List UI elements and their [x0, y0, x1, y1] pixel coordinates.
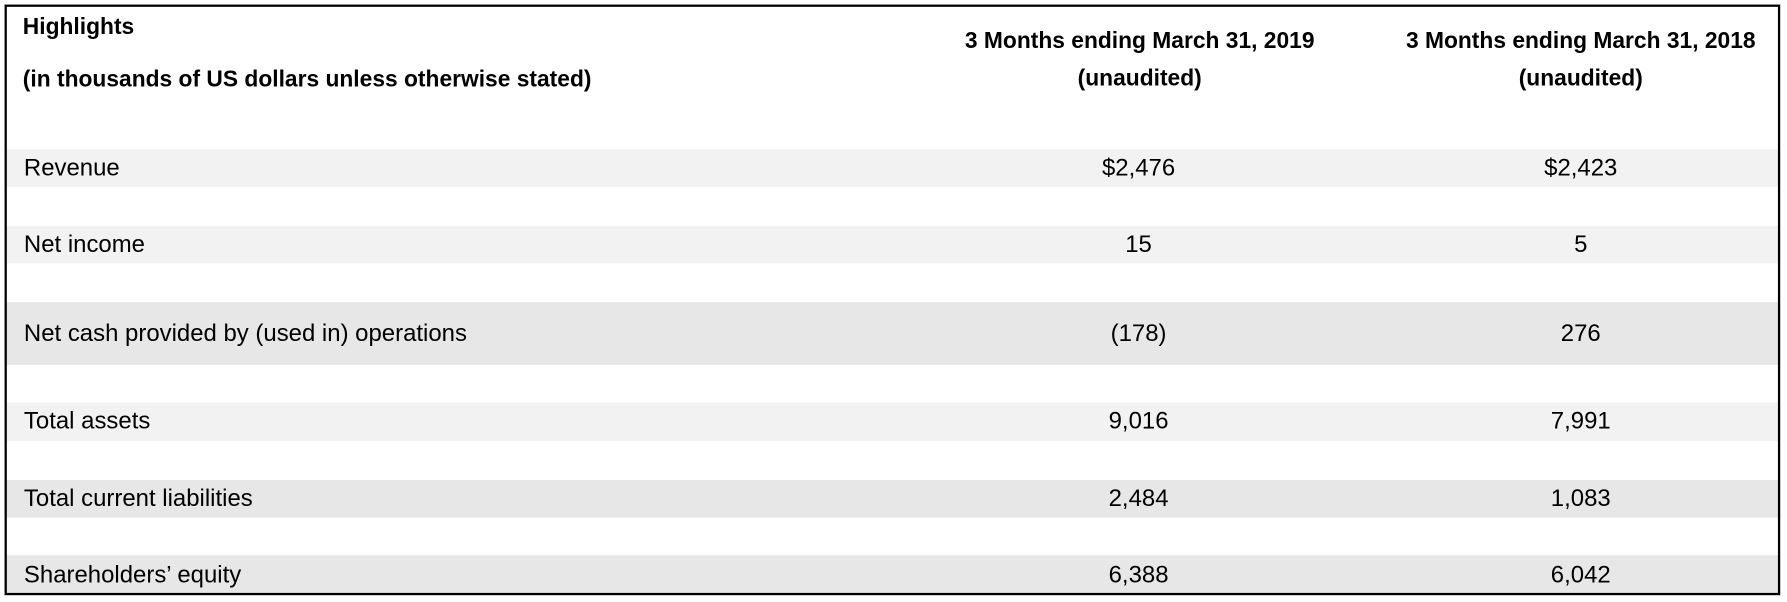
row-band [6, 302, 1781, 365]
row-value: 6,042 [1550, 561, 1611, 588]
row-value: 276 [1560, 319, 1601, 347]
row-value: 7,991 [1550, 408, 1611, 435]
row-value: 1,083 [1550, 485, 1611, 512]
table-title: Highlights [22, 14, 135, 40]
row-band [6, 149, 1781, 187]
row-value: 15 [1125, 230, 1152, 258]
row-label: Net income [23, 230, 145, 258]
row-band [6, 480, 1781, 518]
row-label: Total assets [23, 408, 151, 435]
row-value: 5 [1574, 230, 1588, 258]
column-header: 3 Months ending March 31, 2018 (unaudite… [1405, 28, 1756, 92]
table-subtitle: (in thousands of US dollars unless other… [22, 67, 592, 93]
column-header: 3 Months ending March 31, 2019 (unaudite… [964, 28, 1315, 92]
row-label: Net cash provided by (used in) operation… [23, 319, 467, 347]
row-band [6, 402, 1781, 442]
row-value: $2,476 [1101, 154, 1176, 181]
row-label: Shareholders’ equity [23, 561, 242, 588]
row-label: Revenue [23, 154, 120, 181]
row-band [6, 555, 1781, 596]
row-value: (178) [1110, 319, 1167, 347]
row-value: $2,423 [1544, 154, 1618, 181]
row-label: Total current liabilities [23, 485, 253, 512]
row-band [6, 225, 1781, 264]
row-value: 2,484 [1108, 485, 1169, 512]
row-value: 6,388 [1108, 561, 1169, 588]
table-border [4, 4, 1781, 596]
row-value: 9,016 [1108, 408, 1169, 435]
